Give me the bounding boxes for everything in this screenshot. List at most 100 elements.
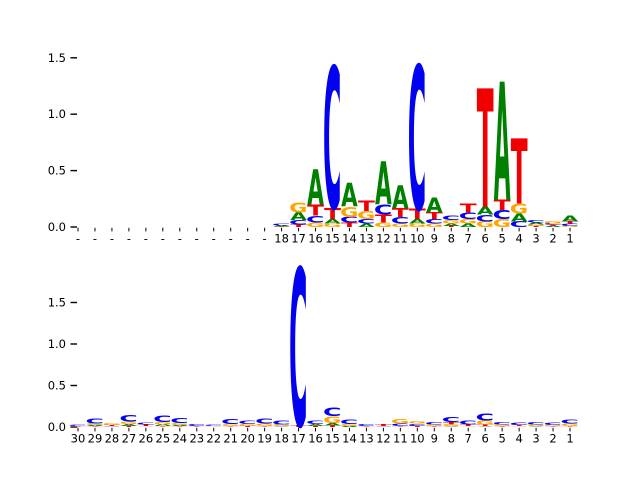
svg-text:A: A (273, 426, 290, 427)
svg-text:A: A (426, 194, 443, 217)
logo-letter-C: C (323, 28, 341, 254)
svg-text:A: A (562, 214, 579, 223)
logo-column-17: TC (289, 226, 307, 477)
svg-text:G: G (442, 424, 460, 427)
logo-letter-T: T (426, 211, 443, 221)
bottom-logo: 0.00.51.01.530 29 28 27 26 25 24 23 22 21 20 19 18 17… (48, 226, 579, 477)
x-tick-label: 11 (393, 432, 408, 446)
svg-text:G: G (153, 421, 171, 425)
x-tick-label: - (229, 232, 233, 246)
logo-letter-C: C (476, 214, 494, 224)
logo-letter-G: G (306, 221, 324, 228)
svg-text:T: T (511, 425, 528, 427)
logo-letter-C: C (289, 226, 307, 477)
svg-text:G: G (527, 224, 545, 226)
svg-text:T: T (87, 426, 104, 427)
svg-text:C: C (476, 214, 494, 224)
logo-letter-A: A (273, 426, 290, 427)
x-tick-label: 22 (206, 432, 221, 446)
logo-letter-A: A (528, 222, 545, 226)
x-tick-label: 1 (566, 232, 573, 246)
y-tick-label: 0.5 (48, 379, 66, 393)
x-tick-label: 24 (172, 432, 187, 446)
logo-letter-G: G (459, 218, 477, 225)
logo-column-12: CT (374, 424, 392, 427)
logo-letter-T: T (545, 426, 562, 427)
svg-text:C: C (323, 28, 341, 254)
svg-text:A: A (172, 425, 189, 427)
logo-letter-G: G (238, 424, 256, 427)
logo-letter-G: G (425, 424, 443, 427)
svg-text:T: T (154, 426, 171, 427)
x-tick-label: 18 (274, 232, 289, 246)
y-tick-label: 0.5 (48, 164, 66, 178)
x-tick-label: 11 (393, 232, 408, 246)
svg-text:C: C (408, 423, 426, 426)
logo-letter-C: C (425, 422, 443, 426)
logo-letter-T: T (171, 426, 188, 427)
logo-letter-C: C (238, 420, 256, 425)
svg-text:C: C (306, 420, 324, 425)
logo-column-16: TAC (306, 420, 324, 427)
x-tick-label: 14 (342, 432, 357, 446)
logo-column-21: TGC (221, 418, 239, 427)
logo-column-26: GTC (136, 422, 154, 427)
logo-letter-G: G (357, 210, 375, 222)
logo-letter-A: A (426, 194, 443, 217)
logo-letter-T: T (392, 205, 410, 220)
logo-letter-T: T (137, 424, 154, 427)
svg-text:T: T (562, 426, 579, 427)
logo-letter-C: C (357, 218, 375, 225)
x-tick-label: 2 (549, 232, 556, 246)
logo-letter-G: G (510, 426, 528, 427)
svg-text:T: T (256, 426, 273, 427)
logo-letter-G: G (204, 426, 222, 427)
svg-text:A: A (460, 223, 477, 228)
logo-column-30: TC (68, 425, 86, 428)
svg-text:A: A (545, 226, 562, 228)
svg-text:C: C (289, 219, 307, 226)
svg-text:C: C (340, 216, 358, 225)
logo-letter-G: G (561, 226, 579, 228)
logo-letter-C: C (136, 422, 154, 425)
svg-text:G: G (527, 424, 545, 427)
svg-text:C: C (272, 420, 290, 426)
x-tick-label: 25 (156, 432, 171, 446)
logo-letter-C: C (85, 417, 103, 425)
logo-letter-T: T (392, 426, 409, 427)
logo-letter-T: T (443, 422, 460, 426)
svg-text:A: A (494, 51, 511, 239)
svg-text:A: A (443, 223, 460, 227)
svg-text:A: A (477, 426, 494, 427)
svg-text:T: T (375, 424, 392, 427)
logo-letter-G: G (510, 202, 528, 217)
svg-text:C: C (527, 422, 545, 426)
x-tick-label: 9 (431, 232, 438, 246)
x-tick-label: 7 (465, 432, 472, 446)
x-tick-label: 1 (566, 432, 573, 446)
x-tick-label: 14 (342, 232, 357, 246)
svg-text:C: C (255, 417, 273, 425)
svg-text:A: A (443, 426, 460, 427)
svg-text:T: T (137, 424, 154, 427)
svg-text:A: A (307, 424, 324, 427)
svg-text:G: G (204, 426, 222, 427)
svg-text:C: C (272, 223, 290, 226)
svg-text:A: A (121, 424, 138, 427)
logo-letter-T: T (528, 226, 545, 228)
logo-letter-C: C (170, 417, 188, 425)
x-tick-label: - (110, 232, 114, 246)
logo-column-4: GTC (510, 422, 528, 427)
logo-letter-A: A (511, 212, 529, 225)
logo-letter-C: C (408, 423, 426, 426)
svg-text:A: A (341, 177, 358, 215)
svg-text:G: G (391, 223, 409, 228)
